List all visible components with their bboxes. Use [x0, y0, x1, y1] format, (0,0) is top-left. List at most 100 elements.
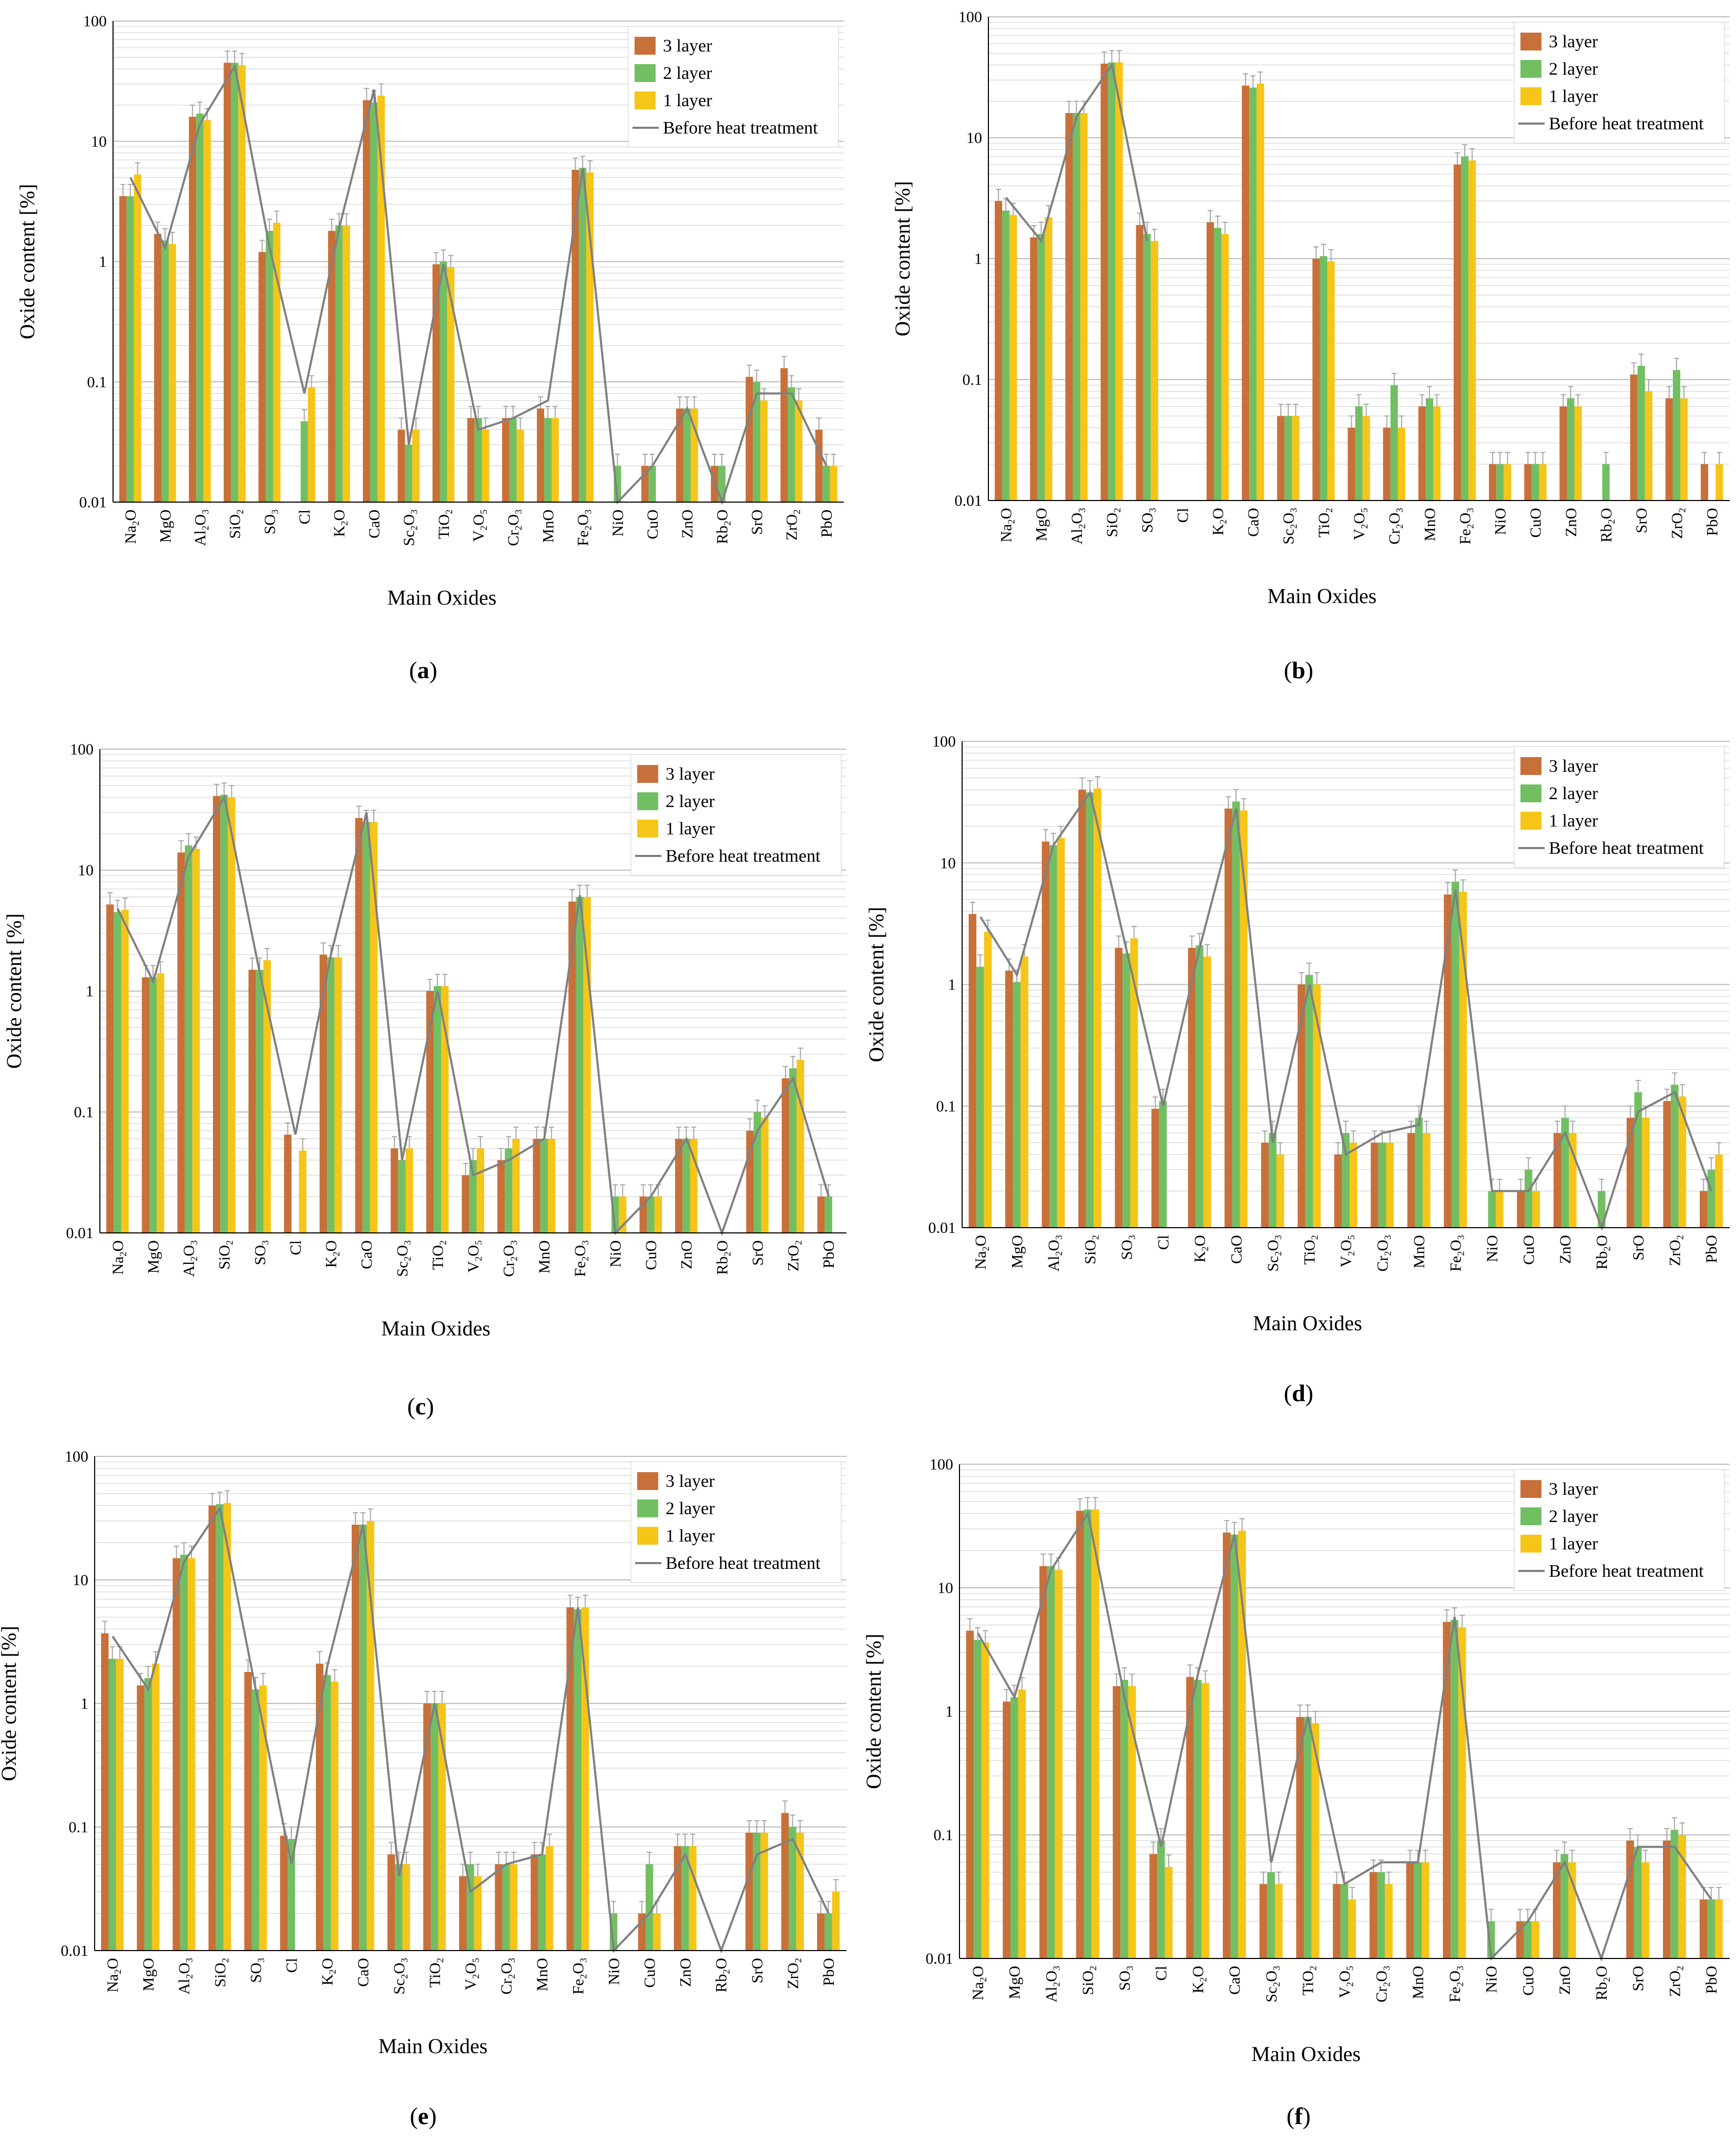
- bar-2-layer-K2O: [1214, 228, 1222, 501]
- x-tick-label: MgO: [1006, 1966, 1024, 1999]
- bar-1-layer-SO3: [1130, 938, 1138, 1228]
- bar-2-layer-SO3: [1122, 953, 1130, 1228]
- bar-3-layer-ZrO2: [780, 368, 788, 502]
- x-axis-title: Main Oxides: [381, 1317, 491, 1340]
- line-before-heat-treatment: [129, 63, 828, 506]
- bar-3-layer-Al2O3: [1039, 1566, 1047, 1958]
- bar-1-layer-MnO: [1433, 406, 1441, 501]
- bar-1-layer-Fe2O3: [1458, 1627, 1466, 1958]
- bar-2-layer-Fe2O3: [579, 168, 587, 502]
- x-tick-label: CuO: [1520, 1235, 1538, 1265]
- bar-1-layer-PbO: [1715, 1154, 1723, 1228]
- legend-swatch: [1520, 1480, 1541, 1498]
- bar-2-layer-Cr2O3: [1378, 1142, 1386, 1228]
- bar-1-layer-NiO: [1504, 464, 1512, 501]
- bar-2-layer-SO3: [1143, 234, 1151, 501]
- x-tick-label: MgO: [140, 1958, 157, 1991]
- bar-1-layer-MnO: [1423, 1133, 1431, 1228]
- bar-1-layer-Cl: [1165, 1867, 1173, 1958]
- x-tick-label: TiO2: [435, 509, 454, 539]
- bar-2-layer-SiO2: [1108, 62, 1116, 501]
- bar-3-layer-K2O: [328, 231, 335, 502]
- legend-swatch: [637, 820, 658, 838]
- bar-1-layer-Cl: [299, 1150, 307, 1233]
- bar-3-layer-MgO: [1003, 1701, 1010, 1958]
- x-tick-label: Sc2O3: [394, 1240, 413, 1277]
- panel-caption: (e): [410, 2103, 436, 2129]
- x-tick-label: Sc2O3: [1263, 1966, 1282, 2003]
- bar-3-layer-SrO: [746, 376, 753, 502]
- x-tick-label: PbO: [1703, 1235, 1720, 1263]
- bar-3-layer-Sc2O3: [1261, 1142, 1269, 1228]
- bar-3-layer-SiO2: [208, 1505, 216, 1951]
- legend-label: 2 layer: [666, 1499, 715, 1518]
- bar-2-layer-SrO: [1633, 1846, 1642, 1958]
- bar-1-layer-SrO: [761, 1117, 769, 1233]
- legend-label: 1 layer: [1549, 811, 1598, 831]
- bar-3-layer-MnO: [1418, 406, 1426, 501]
- bar-3-layer-Cl: [284, 1135, 292, 1233]
- bar-3-layer-TiO2: [426, 991, 434, 1233]
- bar-2-layer-Cr2O3: [502, 1864, 510, 1951]
- bar-2-layer-SO3: [265, 231, 273, 502]
- x-tick-label: Cr2O3: [1374, 1235, 1393, 1272]
- bar-2-layer-Na2O: [976, 966, 984, 1228]
- bar-3-layer-V2O5: [462, 1175, 469, 1233]
- bar-1-layer-Al2O3: [1057, 838, 1065, 1228]
- bar-1-layer-SrO: [760, 400, 768, 502]
- bar-2-layer-SrO: [1637, 365, 1645, 501]
- x-tick-label: V2O5: [465, 1240, 484, 1272]
- bar-2-layer-Al2O3: [1047, 1566, 1055, 1958]
- bar-2-layer-V2O5: [469, 1160, 477, 1233]
- bar-3-layer-V2O5: [459, 1876, 467, 1951]
- x-tick-label: CaO: [355, 1958, 372, 1987]
- bar-1-layer-SO3: [1150, 241, 1158, 501]
- panel-caption: (c): [407, 1393, 434, 1420]
- bar-1-layer-MgO: [1018, 1689, 1026, 1958]
- bar-2-layer-Fe2O3: [1461, 156, 1469, 501]
- bar-1-layer-Al2O3: [192, 849, 200, 1233]
- bar-2-layer-Na2O: [126, 196, 134, 502]
- legend-box: [1514, 746, 1725, 868]
- bar-3-layer-MgO: [154, 233, 162, 502]
- panel-caption: (b): [1284, 657, 1313, 683]
- bar-3-layer-SO3: [258, 252, 266, 502]
- x-tick-label: PbO: [1703, 508, 1721, 536]
- y-tick-label: 100: [958, 8, 982, 26]
- bar-1-layer-Cr2O3: [1397, 427, 1405, 501]
- bar-1-layer-Na2O: [121, 910, 129, 1233]
- bar-1-layer-Sc2O3: [1292, 416, 1300, 501]
- bar-2-layer-Na2O: [1002, 210, 1010, 501]
- bar-2-layer-CuO: [647, 1196, 655, 1233]
- legend-box: [1514, 22, 1725, 144]
- legend-label: Before heat treatment: [666, 1554, 821, 1573]
- bar-2-layer-Fe2O3: [576, 897, 584, 1233]
- bar-2-layer-K2O: [323, 1675, 331, 1951]
- bar-1-layer-Al2O3: [188, 1558, 196, 1951]
- bar-2-layer-Sc2O3: [405, 444, 413, 502]
- bar-1-layer-CaO: [1238, 1530, 1246, 1958]
- bar-1-layer-Cr2O3: [509, 1864, 518, 1951]
- bar-2-layer-PbO: [1707, 1169, 1715, 1228]
- bar-3-layer-ZnO: [675, 1139, 683, 1233]
- bar-1-layer-Fe2O3: [586, 172, 594, 502]
- bar-2-layer-V2O5: [474, 418, 482, 502]
- x-tick-label: K2O: [331, 509, 350, 537]
- x-tick-label: MgO: [157, 509, 174, 543]
- bar-3-layer-CaO: [1224, 808, 1232, 1228]
- bar-3-layer-CuO: [1517, 1191, 1525, 1228]
- x-tick-label: Na2O: [109, 1240, 128, 1275]
- bar-3-layer-PbO: [817, 1913, 825, 1951]
- bar-2-layer-Rb2O: [718, 466, 726, 502]
- x-tick-label: ZrO2: [1667, 1235, 1686, 1266]
- x-tick-label: Al2O3: [1043, 1966, 1061, 2003]
- bar-2-layer-Fe2O3: [1451, 882, 1459, 1228]
- x-tick-label: Cl: [1155, 1235, 1172, 1250]
- x-tick-label: TiO2: [429, 1240, 448, 1270]
- panel-caption: (a): [409, 657, 437, 683]
- y-axis-title: Oxide content [%]: [15, 184, 39, 339]
- bar-2-layer-SrO: [753, 1832, 761, 1951]
- y-axis-title: Oxide content [%]: [891, 181, 914, 336]
- bar-2-layer-MgO: [1013, 982, 1021, 1228]
- bar-3-layer-Sc2O3: [1259, 1884, 1268, 1958]
